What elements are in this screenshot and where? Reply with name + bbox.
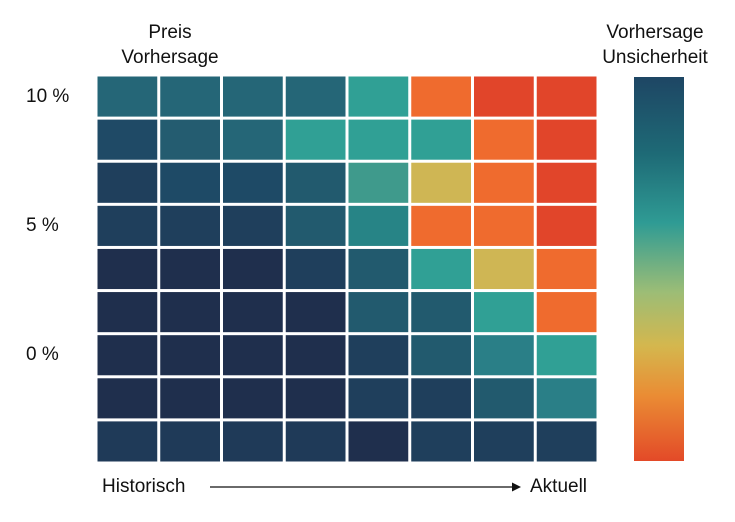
x-axis-end-label: Aktuell bbox=[530, 476, 588, 497]
heatmap-cell-r2-c1 bbox=[160, 162, 220, 203]
heatmap-cell-r8-c3 bbox=[285, 421, 346, 462]
heatmap-cell-r3-c4 bbox=[348, 205, 409, 246]
heatmap-cell-r8-c0 bbox=[97, 421, 158, 462]
heatmap-cell-r0-c6 bbox=[474, 76, 534, 117]
heatmap-cell-r6-c3 bbox=[285, 335, 346, 376]
chart-title-line-2: Vorhersage bbox=[121, 47, 219, 68]
heatmap-cell-r8-c4 bbox=[348, 421, 409, 462]
heatmap-cell-r5-c1 bbox=[160, 292, 220, 333]
heatmap-cell-r7-c7 bbox=[536, 378, 597, 419]
colorbar-label-line-1: Vorhersage bbox=[606, 22, 704, 43]
heatmap-cell-r0-c2 bbox=[223, 76, 283, 117]
heatmap-cell-r2-c4 bbox=[348, 162, 409, 203]
y-tick-label-2: 0 % bbox=[26, 344, 59, 366]
heatmap-cell-r7-c4 bbox=[348, 378, 409, 419]
heatmap-cell-r3-c3 bbox=[285, 205, 346, 246]
heatmap-cell-r0-c4 bbox=[348, 76, 409, 117]
heatmap-cell-r5-c7 bbox=[536, 292, 597, 333]
heatmap-cell-r7-c5 bbox=[411, 378, 471, 419]
heatmap-cell-r4-c5 bbox=[411, 248, 471, 290]
heatmap-cell-r0-c7 bbox=[536, 76, 597, 117]
heatmap-cell-r2-c3 bbox=[285, 162, 346, 203]
heatmap-cell-r7-c3 bbox=[285, 378, 346, 419]
heatmap-cell-r8-c1 bbox=[160, 421, 220, 462]
heatmap-cell-r5-c2 bbox=[223, 292, 283, 333]
heatmap-grid bbox=[97, 76, 597, 462]
heatmap-cell-r6-c0 bbox=[97, 335, 158, 376]
heatmap-cell-r5-c4 bbox=[348, 292, 409, 333]
heatmap-cell-r8-c6 bbox=[474, 421, 534, 462]
heatmap-cell-r8-c5 bbox=[411, 421, 471, 462]
heatmap-cell-r6-c7 bbox=[536, 335, 597, 376]
heatmap-cell-r2-c6 bbox=[474, 162, 534, 203]
heatmap-cell-r8-c2 bbox=[223, 421, 283, 462]
heatmap-cell-r4-c6 bbox=[474, 248, 534, 290]
heatmap-cell-r1-c1 bbox=[160, 119, 220, 160]
heatmap-cell-r5-c5 bbox=[411, 292, 471, 333]
chart-title: Preis Vorhersage bbox=[100, 20, 240, 70]
heatmap-cell-r1-c4 bbox=[348, 119, 409, 160]
heatmap-cell-r3-c0 bbox=[97, 205, 158, 246]
heatmap-cell-r6-c4 bbox=[348, 335, 409, 376]
heatmap-cell-r1-c0 bbox=[97, 119, 158, 160]
y-tick-label-0: 10 % bbox=[26, 85, 70, 107]
heatmap-cell-r3-c1 bbox=[160, 205, 220, 246]
heatmap-cell-r7-c1 bbox=[160, 378, 220, 419]
heatmap-cell-r3-c2 bbox=[223, 205, 283, 246]
heatmap-cell-r3-c6 bbox=[474, 205, 534, 246]
heatmap-cell-r1-c2 bbox=[223, 119, 283, 160]
y-tick-label-1: 5 % bbox=[26, 214, 59, 236]
heatmap-cell-r4-c3 bbox=[285, 248, 346, 290]
heatmap-cell-r6-c2 bbox=[223, 335, 283, 376]
heatmap-cell-r6-c6 bbox=[474, 335, 534, 376]
heatmap-cell-r6-c1 bbox=[160, 335, 220, 376]
colorbar-label: Vorhersage Unsicherheit bbox=[585, 20, 725, 70]
heatmap-cell-r5-c6 bbox=[474, 292, 534, 333]
heatmap-cell-r4-c7 bbox=[536, 248, 597, 290]
heatmap-cell-r7-c0 bbox=[97, 378, 158, 419]
heatmap-cell-r6-c5 bbox=[411, 335, 471, 376]
heatmap-cell-r0-c1 bbox=[160, 76, 220, 117]
heatmap-cell-r0-c0 bbox=[97, 76, 158, 117]
heatmap-cell-r0-c5 bbox=[411, 76, 471, 117]
heatmap-cell-r1-c5 bbox=[411, 119, 471, 160]
heatmap-cell-r1-c6 bbox=[474, 119, 534, 160]
heatmap-cell-r3-c7 bbox=[536, 205, 597, 246]
heatmap-cell-r0-c3 bbox=[285, 76, 346, 117]
heatmap-cell-r3-c5 bbox=[411, 205, 471, 246]
heatmap-cell-r5-c3 bbox=[285, 292, 346, 333]
chart-title-line-1: Preis bbox=[148, 22, 192, 43]
heatmap-cell-r4-c0 bbox=[97, 248, 158, 290]
heatmap-cell-r2-c0 bbox=[97, 162, 158, 203]
heatmap-cell-r2-c5 bbox=[411, 162, 471, 203]
heatmap-cell-r5-c0 bbox=[97, 292, 158, 333]
heatmap-cell-r2-c2 bbox=[223, 162, 283, 203]
x-axis-direction-arrow bbox=[210, 482, 521, 492]
heatmap-cell-r4-c4 bbox=[348, 248, 409, 290]
colorbar-label-line-2: Unsicherheit bbox=[602, 47, 708, 68]
heatmap-cell-r8-c7 bbox=[536, 421, 597, 462]
heatmap-cell-r7-c2 bbox=[223, 378, 283, 419]
heatmap-cell-r1-c3 bbox=[285, 119, 346, 160]
colorbar bbox=[634, 77, 684, 461]
heatmap-cell-r7-c6 bbox=[474, 378, 534, 419]
x-axis-start-label: Historisch bbox=[102, 476, 186, 497]
heatmap-cell-r4-c2 bbox=[223, 248, 283, 290]
heatmap-cell-r2-c7 bbox=[536, 162, 597, 203]
heatmap-cell-r4-c1 bbox=[160, 248, 220, 290]
heatmap-cell-r1-c7 bbox=[536, 119, 597, 160]
